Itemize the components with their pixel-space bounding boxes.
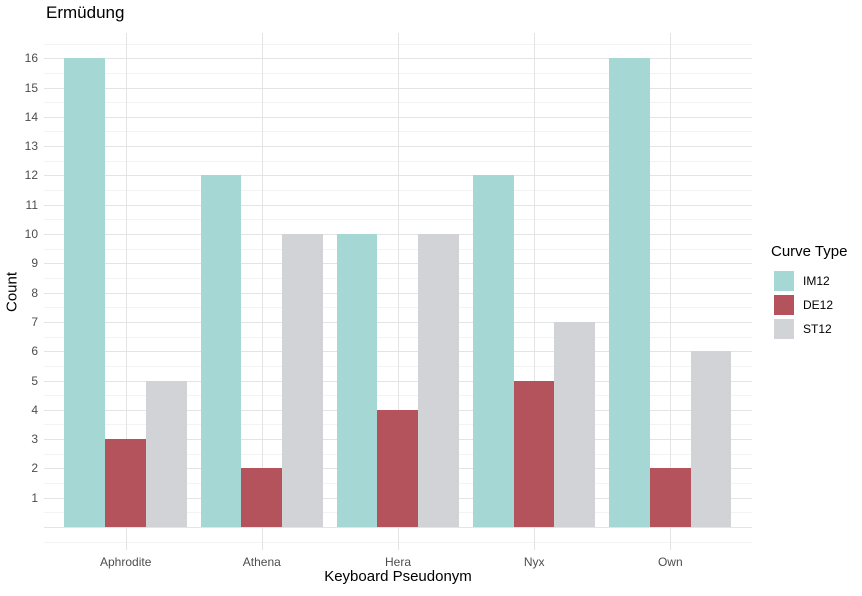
bar-im12-aphrodite [64,58,106,527]
x-tick-label-aphrodite: Aphrodite [100,555,152,569]
bar-group-nyx [472,175,596,527]
y-tick-label-15: 15 [24,80,38,95]
bar-de12-nyx [513,380,555,527]
bar-group-hera [336,234,460,527]
y-tick-label-7: 7 [31,314,38,329]
legend: Curve Type IM12 DE12 ST12 [771,243,847,343]
legend-title: Curve Type [771,243,848,260]
chart-title: Ermüdung [46,3,125,22]
legend-key-swatch-im12 [774,271,794,291]
bar-st12-own [690,351,732,527]
bar-im12-nyx [472,175,514,527]
bar-de12-own [649,468,691,527]
x-tick-label-hera: Hera [384,555,411,569]
bar-im12-hera [336,234,378,527]
y-tick-label-1: 1 [31,490,38,505]
bar-st12-aphrodite [145,380,187,527]
legend-label-st12: ST12 [803,322,832,336]
y-tick-label-2: 2 [31,461,38,476]
bar-de12-hera [377,409,419,527]
bar-group-own [609,58,732,527]
y-tick-label-11: 11 [25,197,38,212]
y-tick-label-6: 6 [31,344,38,359]
legend-row-st12: ST12 [774,319,847,339]
bar-st12-athena [282,234,323,527]
legend-label-im12: IM12 [803,274,830,288]
legend-label-de12: DE12 [803,298,834,312]
legend-key-swatch-de12 [774,295,794,315]
gridline-major-v [398,33,399,550]
y-tick-label-8: 8 [31,285,38,300]
bar-st12-hera [418,234,460,527]
x-tick-label-nyx: Nyx [523,555,545,569]
bar-de12-aphrodite [105,439,146,527]
legend-row-de12: DE12 [774,295,847,315]
gridline-major-v [534,33,536,550]
legend-items: IM12 DE12 ST12 [771,271,847,339]
bar-group-athena [200,175,323,527]
y-tick-label-5: 5 [31,373,38,388]
y-tick-label-9: 9 [31,256,38,271]
gridline-major-v [670,33,672,550]
y-tick-label-10: 10 [24,227,38,241]
bar-im12-athena [200,175,242,527]
y-tick-label-4: 4 [31,402,38,417]
y-tick-label-13: 13 [24,139,38,154]
bar-st12-nyx [554,321,596,527]
x-tick-label-athena: Athena [242,555,281,569]
y-tick-label-14: 14 [24,109,38,124]
gridline-major-v [125,33,127,550]
legend-row-im12: IM12 [774,271,847,291]
bar-de12-athena [241,468,283,527]
bar-group-aphrodite [64,58,187,527]
x-tick-label-own: Own [657,555,683,569]
y-tick-label-16: 16 [24,51,38,66]
plot-panel [44,33,752,550]
legend-key-swatch-st12 [774,319,794,339]
gridline-major-v [261,33,263,550]
bar-im12-own [609,58,650,527]
y-tick-label-3: 3 [31,432,38,447]
x-axis-title: Keyboard Pseudonym [324,568,472,585]
y-tick-label-12: 12 [24,168,38,183]
y-axis-title: Count [3,271,21,313]
